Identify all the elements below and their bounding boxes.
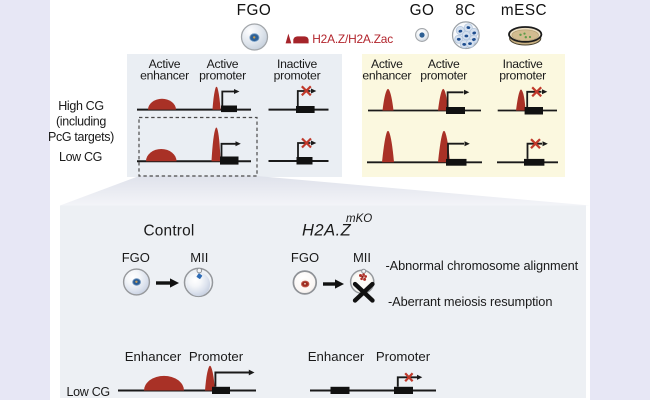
- svg-text:promoter: promoter: [274, 68, 321, 82]
- svg-text:8C: 8C: [455, 2, 476, 19]
- svg-text:FGO: FGO: [291, 250, 319, 265]
- svg-text:Active: Active: [149, 57, 181, 71]
- svg-text:Active: Active: [428, 57, 460, 71]
- svg-text:High CG: High CG: [58, 99, 103, 113]
- svg-text:GO: GO: [410, 2, 435, 19]
- svg-text:Promoter: Promoter: [189, 349, 244, 364]
- svg-text:PcG targets): PcG targets): [48, 130, 114, 144]
- svg-text:Enhancer: Enhancer: [125, 349, 182, 364]
- svg-text:Inactive: Inactive: [277, 57, 317, 71]
- svg-text:Active: Active: [207, 57, 239, 71]
- svg-text:enhancer: enhancer: [140, 68, 189, 82]
- svg-text:H2A.Z: H2A.Z: [302, 222, 352, 240]
- svg-text:Low CG: Low CG: [59, 150, 102, 164]
- svg-text:-Aberrant meiosis resumption: -Aberrant meiosis resumption: [388, 294, 552, 309]
- svg-text:promoter: promoter: [199, 68, 246, 82]
- svg-text:FGO: FGO: [237, 2, 272, 19]
- svg-text:mKO: mKO: [346, 213, 372, 225]
- svg-text:Enhancer: Enhancer: [308, 349, 365, 364]
- svg-text:MII: MII: [190, 250, 208, 265]
- svg-text:Low CG: Low CG: [67, 385, 110, 399]
- svg-text:enhancer: enhancer: [362, 68, 411, 82]
- svg-text:H2A.Z/H2A.Zac: H2A.Z/H2A.Zac: [312, 32, 393, 46]
- svg-text:Inactive: Inactive: [503, 57, 543, 71]
- svg-text:promoter: promoter: [420, 68, 467, 82]
- svg-text:FGO: FGO: [122, 250, 150, 265]
- svg-text:Promoter: Promoter: [376, 349, 431, 364]
- svg-text:-Abnormal chromosome alignment: -Abnormal chromosome alignment: [386, 258, 579, 273]
- svg-text:MII: MII: [353, 250, 371, 265]
- svg-text:Active: Active: [371, 57, 403, 71]
- svg-text:(including: (including: [56, 115, 106, 129]
- svg-text:mESC: mESC: [501, 2, 547, 19]
- svg-text:Control: Control: [143, 222, 194, 239]
- svg-text:promoter: promoter: [499, 68, 546, 82]
